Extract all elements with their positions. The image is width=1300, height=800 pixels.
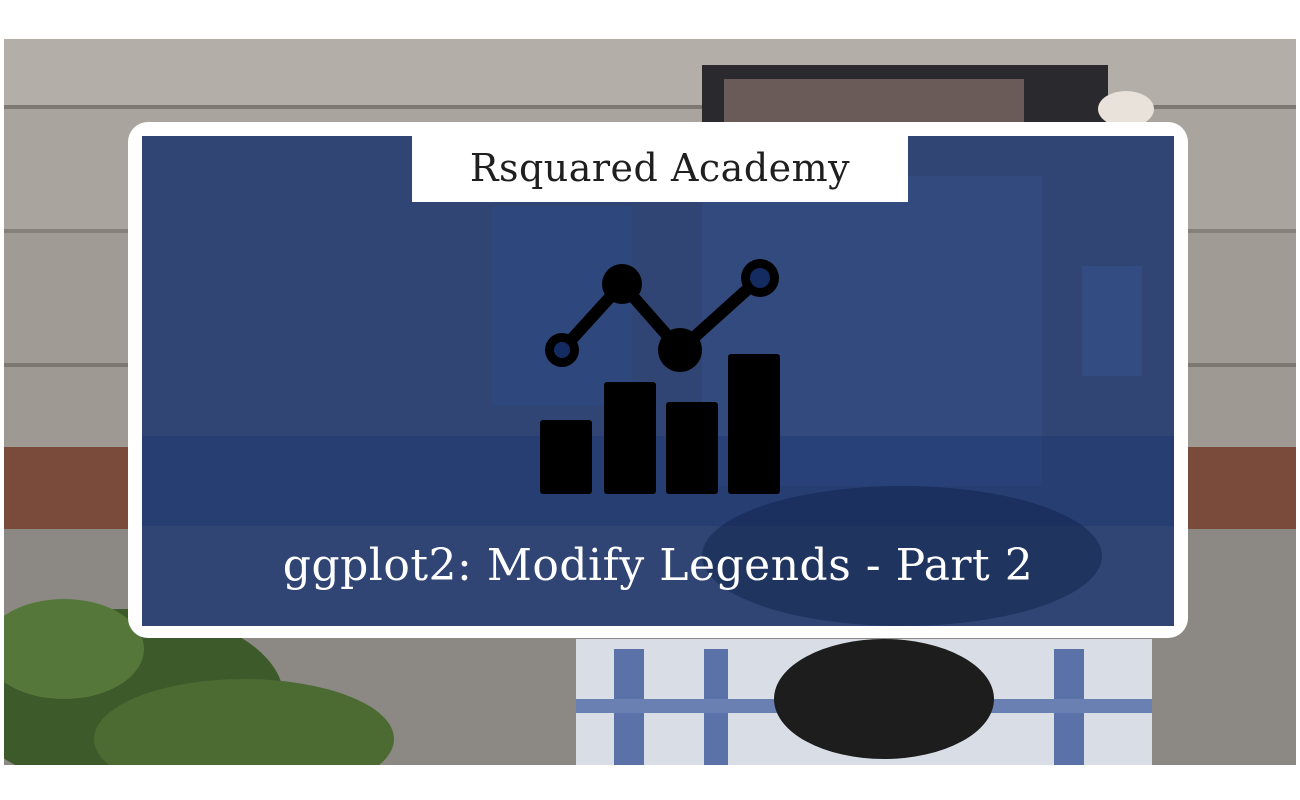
post-title: ggplot2: Modify Legends - Part 2 <box>282 540 1034 591</box>
card-panel <box>142 136 1174 626</box>
brand-label-box: Rsquared Academy <box>412 134 908 202</box>
chart-analytics-icon <box>530 250 790 504</box>
brand-name: Rsquared Academy <box>469 146 851 190</box>
